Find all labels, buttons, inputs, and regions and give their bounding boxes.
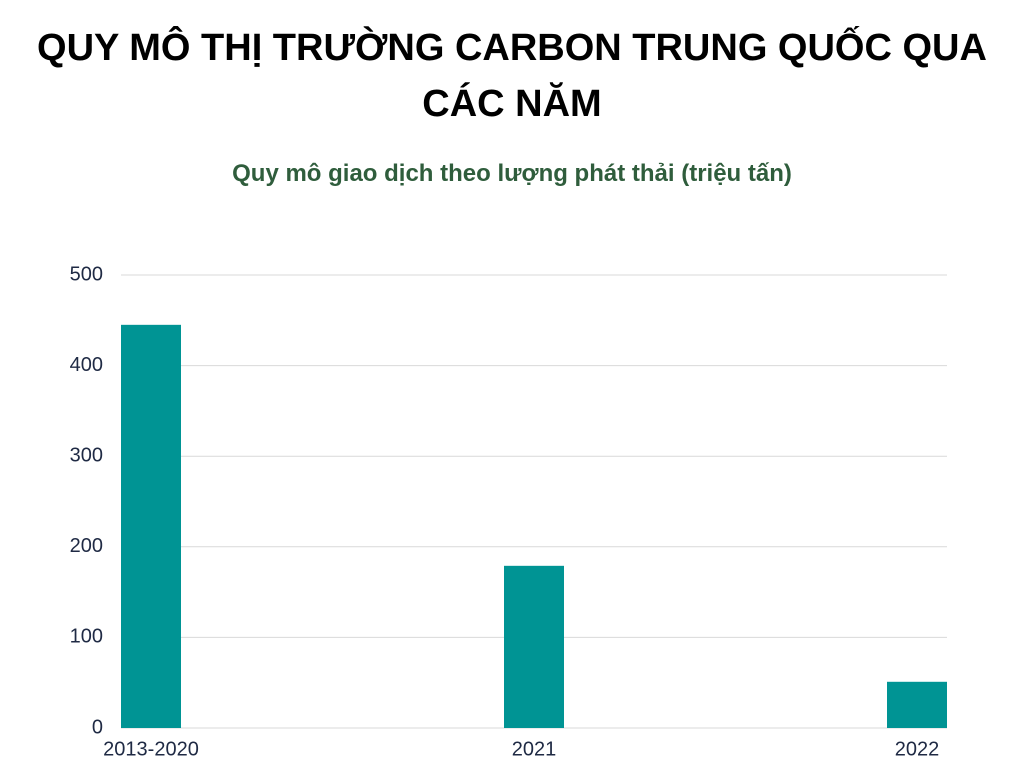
x-tick-label: 2021 <box>512 738 557 760</box>
bar <box>121 324 181 728</box>
y-tick-label: 0 <box>92 716 103 738</box>
y-tick-label: 300 <box>70 444 103 466</box>
x-tick-label: 2013-2020 <box>103 738 199 760</box>
y-tick-label: 400 <box>70 354 103 376</box>
chart-subtitle: Quy mô giao dịch theo lượng phát thải (t… <box>232 160 792 187</box>
y-tick-label: 500 <box>70 263 103 285</box>
bar <box>504 565 564 728</box>
bar <box>887 681 947 728</box>
y-tick-label: 200 <box>70 535 103 557</box>
y-tick-label: 100 <box>70 626 103 648</box>
x-tick-label: 2022 <box>895 738 940 760</box>
chart-title: QUY MÔ THỊ TRƯỜNG CARBON TRUNG QUỐC QUA … <box>37 27 987 125</box>
